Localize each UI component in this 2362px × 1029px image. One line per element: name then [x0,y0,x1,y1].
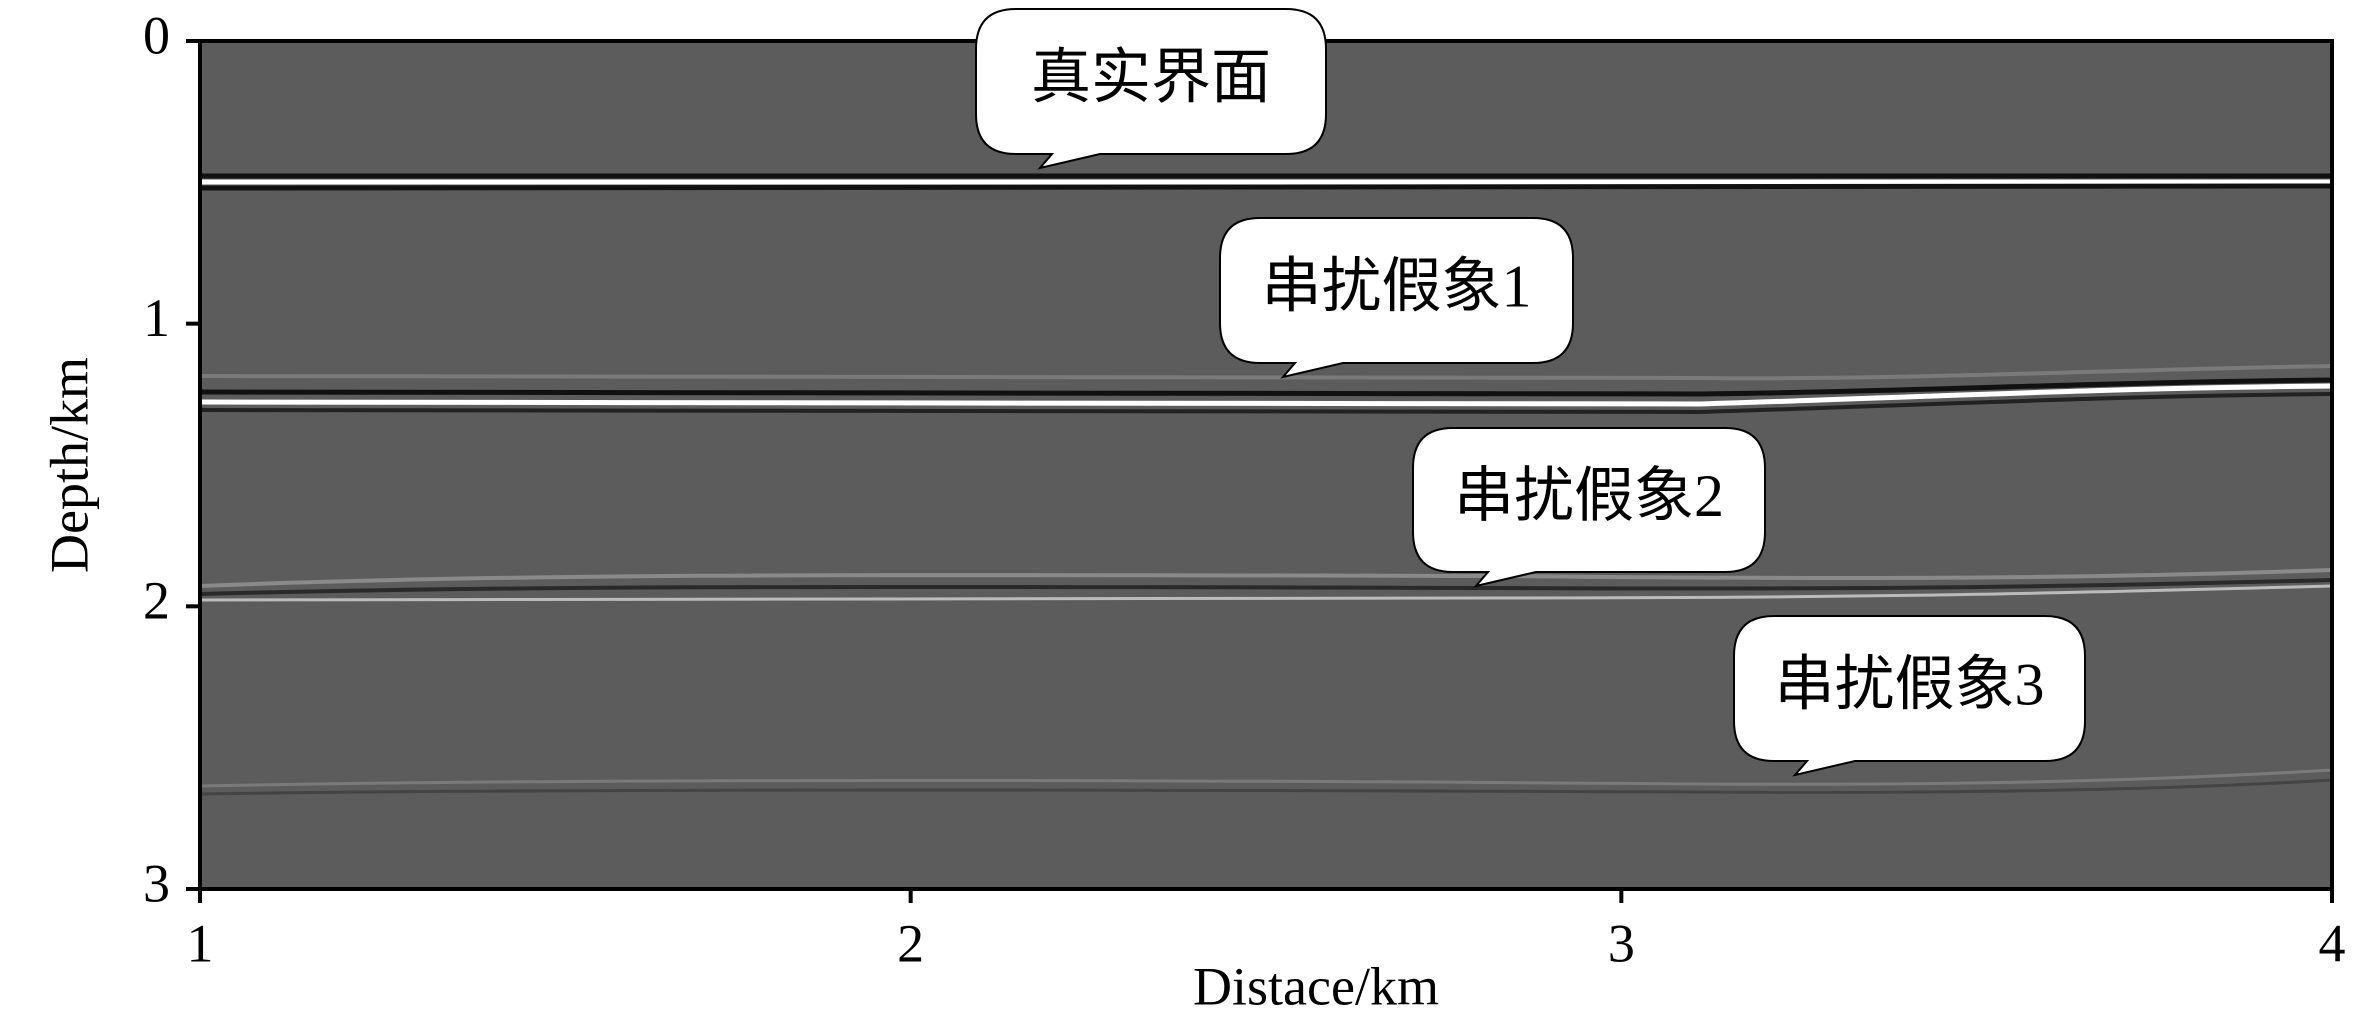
x-tick-label: 1 [187,913,214,973]
callout-bubble [1412,427,1766,588]
callout-bubble [1219,217,1574,379]
callout-label: 真实界面 [1031,44,1271,110]
y-tick-label: 1 [143,288,170,348]
y-axis-label: Depth/km [39,357,99,573]
callout-label: 串扰假象1 [1262,253,1532,319]
x-axis-label: Distace/km [1193,956,1439,1016]
y-tick-label: 3 [143,853,170,913]
x-tick-label: 3 [1608,913,1635,973]
callout-label: 串扰假象3 [1775,651,2045,717]
y-tick-label: 0 [143,5,170,65]
y-tick-label: 2 [143,571,170,631]
reflectors [199,173,2333,796]
x-tick-label: 4 [2319,913,2346,973]
x-tick-label: 2 [897,913,924,973]
callout-label: 串扰假象2 [1454,463,1724,529]
callout-bubble [1733,615,2086,777]
callout-bubble [975,8,1327,170]
